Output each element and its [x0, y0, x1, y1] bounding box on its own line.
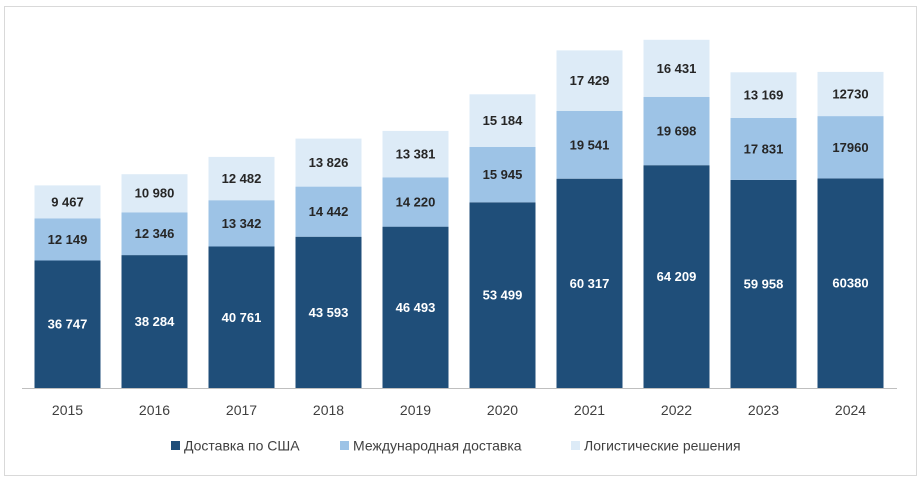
bar-segment	[469, 202, 536, 388]
bar-segment	[121, 255, 188, 388]
x-tick-label: 2017	[226, 402, 257, 418]
bar-segment	[469, 147, 536, 203]
data-label: 53 499	[483, 288, 523, 303]
data-label: 60 317	[570, 276, 610, 291]
data-label: 59 958	[744, 277, 784, 292]
x-tick-label: 2022	[661, 402, 692, 418]
x-tick-label: 2016	[139, 402, 170, 418]
x-tick-label: 2020	[487, 402, 518, 418]
bar-segment	[34, 185, 101, 219]
x-tick-label: 2015	[52, 402, 83, 418]
bar-segment	[34, 260, 101, 388]
bar-segment	[643, 39, 710, 97]
data-label: 14 442	[309, 204, 349, 219]
legend-swatch	[340, 441, 349, 450]
legend-label: Доставка по США	[184, 438, 300, 454]
bar-segment	[730, 72, 797, 118]
data-label: 9 467	[51, 194, 84, 209]
x-tick-label: 2021	[574, 402, 605, 418]
data-label: 10 980	[135, 186, 175, 201]
data-label: 12 346	[135, 226, 175, 241]
bar-segment	[121, 174, 188, 213]
data-label: 13 826	[309, 155, 349, 170]
bar-segment	[556, 50, 623, 111]
bar-segment	[730, 118, 797, 180]
bar-segment	[817, 178, 884, 388]
legend-swatch	[571, 441, 580, 450]
data-label: 13 342	[222, 216, 262, 231]
bar-segment	[295, 138, 362, 187]
x-tick-label: 2019	[400, 402, 431, 418]
bar-segment	[295, 236, 362, 388]
bar-segment	[382, 177, 449, 227]
bar-segment	[469, 94, 536, 147]
bar-segment	[556, 178, 623, 388]
data-label: 17960	[832, 140, 868, 155]
bar-segment	[208, 246, 275, 388]
legend-label: Международная доставка	[353, 438, 522, 454]
x-tick-label: 2023	[748, 402, 779, 418]
data-label: 13 169	[744, 88, 784, 103]
data-label: 15 945	[483, 167, 523, 182]
bar-segment	[817, 71, 884, 117]
bar-segment	[382, 130, 449, 178]
legend-swatch	[171, 441, 180, 450]
bar-segment	[208, 156, 275, 201]
legend-label: Логистические решения	[584, 438, 741, 454]
data-label: 14 220	[396, 195, 436, 210]
data-label: 38 284	[135, 314, 176, 329]
bar-segment	[295, 186, 362, 237]
data-label: 12 149	[48, 232, 88, 247]
data-label: 19 698	[657, 124, 697, 139]
bar-segment	[556, 110, 623, 179]
data-label: 12730	[832, 87, 868, 102]
bar-segment	[382, 226, 449, 388]
data-label: 36 747	[48, 317, 88, 332]
data-label: 60380	[832, 276, 868, 291]
data-label: 13 381	[396, 147, 436, 162]
data-label: 17 831	[744, 142, 784, 157]
x-tick-label: 2024	[835, 402, 866, 418]
bar-segment	[643, 96, 710, 166]
bar-segment	[121, 212, 188, 256]
data-label: 17 429	[570, 73, 610, 88]
data-label: 15 184	[483, 113, 524, 128]
data-label: 40 761	[222, 310, 262, 325]
bar-segment	[730, 179, 797, 388]
bar-segment	[643, 165, 710, 388]
data-label: 12 482	[222, 171, 262, 186]
data-label: 16 431	[657, 61, 697, 76]
data-label: 19 541	[570, 137, 610, 152]
bar-segment	[817, 116, 884, 179]
x-tick-label: 2018	[313, 402, 344, 418]
data-label: 43 593	[309, 305, 349, 320]
bar-segment	[34, 218, 101, 261]
bar-segment	[208, 200, 275, 247]
data-label: 64 209	[657, 269, 697, 284]
data-label: 46 493	[396, 300, 436, 315]
